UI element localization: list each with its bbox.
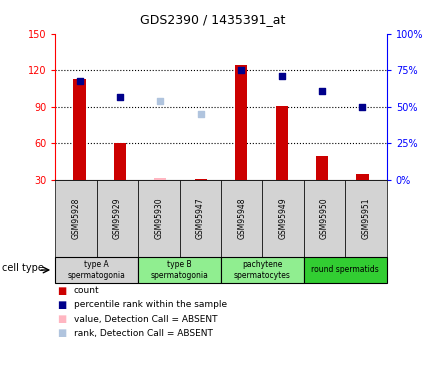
Bar	[316, 156, 328, 180]
Text: round spermatids: round spermatids	[312, 266, 379, 274]
Text: GSM95950: GSM95950	[320, 198, 329, 239]
Point	[157, 98, 164, 104]
Bar	[154, 178, 167, 180]
Text: value, Detection Call = ABSENT: value, Detection Call = ABSENT	[74, 315, 217, 324]
Text: GSM95949: GSM95949	[279, 198, 288, 239]
Text: GSM95930: GSM95930	[154, 198, 163, 239]
Text: GDS2390 / 1435391_at: GDS2390 / 1435391_at	[140, 13, 285, 26]
Text: type B
spermatogonia: type B spermatogonia	[150, 260, 209, 280]
Text: GSM95948: GSM95948	[237, 198, 246, 239]
Text: GSM95929: GSM95929	[113, 198, 122, 239]
Bar	[114, 144, 126, 180]
Text: ■: ■	[57, 328, 67, 338]
Text: rank, Detection Call = ABSENT: rank, Detection Call = ABSENT	[74, 329, 212, 338]
Text: GSM95928: GSM95928	[71, 198, 80, 239]
Bar	[275, 106, 288, 180]
Point	[76, 78, 83, 84]
Text: ■: ■	[57, 286, 67, 296]
Text: pachytene
spermatocytes: pachytene spermatocytes	[234, 260, 291, 280]
Text: GSM95951: GSM95951	[362, 198, 371, 239]
Bar	[235, 65, 247, 180]
Bar	[195, 179, 207, 180]
Point	[319, 88, 326, 94]
Text: ■: ■	[57, 300, 67, 310]
Bar	[74, 79, 85, 180]
Text: count: count	[74, 286, 99, 295]
Point	[359, 104, 366, 110]
Point	[116, 94, 123, 100]
Text: type A
spermatogonia: type A spermatogonia	[68, 260, 126, 280]
Bar	[357, 174, 368, 180]
Text: cell type: cell type	[2, 263, 44, 273]
Point	[278, 73, 285, 79]
Point	[238, 68, 245, 74]
Point	[197, 111, 204, 117]
Text: ■: ■	[57, 314, 67, 324]
Text: percentile rank within the sample: percentile rank within the sample	[74, 300, 227, 309]
Text: GSM95947: GSM95947	[196, 198, 205, 239]
